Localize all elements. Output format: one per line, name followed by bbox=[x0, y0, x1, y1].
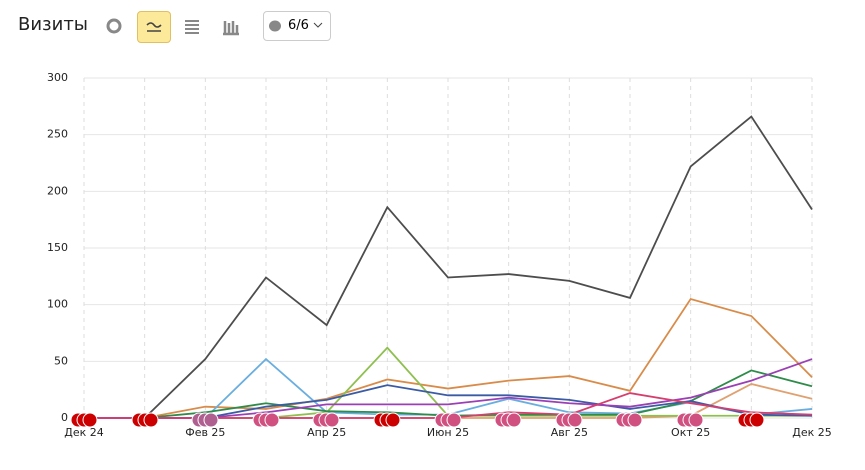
y-tick-label: 0 bbox=[61, 411, 68, 424]
y-tick-label: 250 bbox=[47, 128, 68, 141]
bar-view-button[interactable] bbox=[215, 11, 247, 41]
x-tick-label: Июн 25 bbox=[427, 426, 469, 439]
area-view-button[interactable] bbox=[176, 11, 208, 41]
x-tick-label: Дек 24 bbox=[64, 426, 104, 439]
x-tick-label: Фев 25 bbox=[185, 426, 225, 439]
event-marker bbox=[506, 412, 522, 428]
page-title: Визиты bbox=[18, 14, 89, 35]
y-tick-label: 300 bbox=[47, 71, 68, 84]
y-tick-label: 200 bbox=[47, 184, 68, 197]
event-marker bbox=[82, 412, 98, 428]
event-marker bbox=[446, 412, 462, 428]
series-line bbox=[84, 297, 813, 419]
x-tick-label: Окт 25 bbox=[671, 426, 710, 439]
x-tick-label: Дек 25 bbox=[792, 426, 832, 439]
event-marker bbox=[324, 412, 340, 428]
event-marker bbox=[385, 412, 401, 428]
y-tick-label: 150 bbox=[47, 241, 68, 254]
x-tick-label: Авг 25 bbox=[551, 426, 588, 439]
event-marker bbox=[688, 412, 704, 428]
x-tick-label: Апр 25 bbox=[307, 426, 346, 439]
event-marker bbox=[203, 412, 219, 428]
event-marker bbox=[627, 412, 643, 428]
series-line bbox=[84, 115, 813, 419]
pie-view-button[interactable] bbox=[98, 11, 130, 41]
y-tick-label: 50 bbox=[54, 354, 68, 367]
event-marker bbox=[749, 412, 765, 428]
series-count: 6/6 bbox=[288, 18, 309, 33]
line-view-button[interactable] bbox=[137, 11, 171, 43]
event-marker bbox=[264, 412, 280, 428]
event-marker bbox=[143, 412, 159, 428]
event-marker bbox=[567, 412, 583, 428]
y-tick-label: 100 bbox=[47, 298, 68, 311]
series-select[interactable]: 6/6 bbox=[263, 11, 331, 41]
